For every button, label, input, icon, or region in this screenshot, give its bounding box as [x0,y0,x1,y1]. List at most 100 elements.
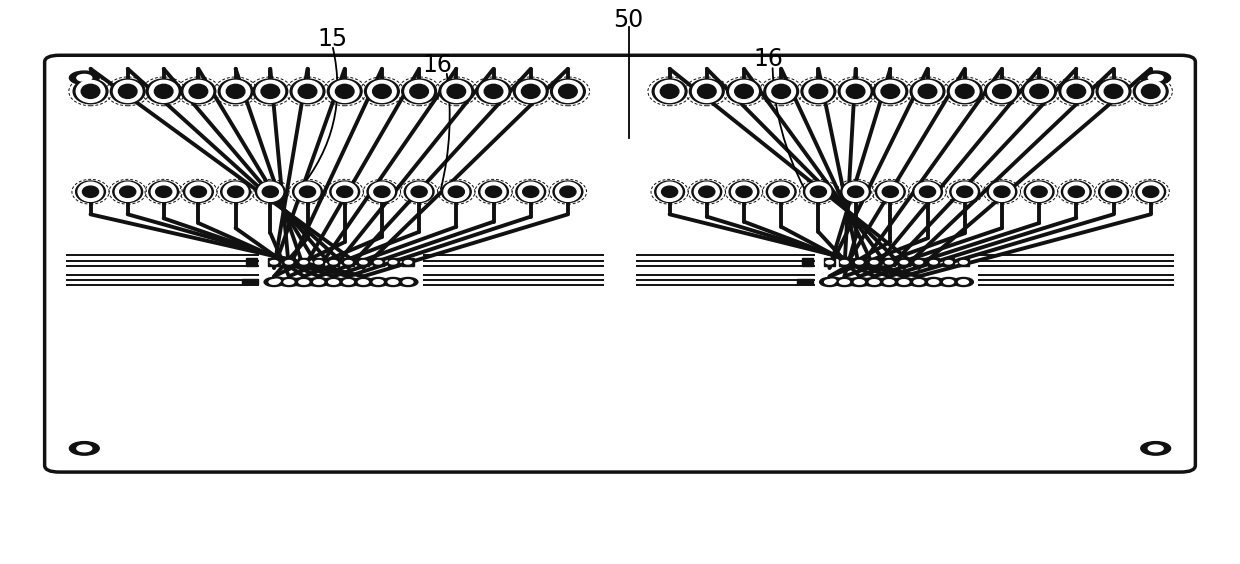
Ellipse shape [732,182,756,201]
Ellipse shape [110,79,145,104]
Ellipse shape [184,181,213,202]
Ellipse shape [150,81,179,103]
Ellipse shape [218,79,253,104]
Circle shape [914,280,924,284]
Circle shape [945,261,952,264]
Ellipse shape [993,84,1012,98]
Circle shape [368,277,388,287]
Ellipse shape [652,79,687,104]
Ellipse shape [446,84,466,98]
Bar [797,279,813,284]
Ellipse shape [370,182,394,201]
FancyBboxPatch shape [45,55,1195,472]
Ellipse shape [551,79,585,104]
Ellipse shape [661,84,680,98]
Bar [899,258,910,266]
Ellipse shape [1136,181,1166,202]
Ellipse shape [295,182,320,201]
Ellipse shape [367,181,397,202]
Ellipse shape [875,81,904,103]
Circle shape [269,280,279,284]
Circle shape [324,277,343,287]
Ellipse shape [915,182,940,201]
Ellipse shape [73,79,108,104]
Circle shape [884,280,894,284]
Circle shape [825,280,835,284]
Ellipse shape [518,182,543,201]
Ellipse shape [838,79,873,104]
Circle shape [329,280,339,284]
Bar [825,258,836,266]
Ellipse shape [185,81,213,103]
Ellipse shape [880,84,899,98]
Ellipse shape [260,84,280,98]
Ellipse shape [330,81,360,103]
Bar [289,278,314,285]
Ellipse shape [407,182,432,201]
Circle shape [273,279,280,283]
Ellipse shape [226,84,246,98]
Ellipse shape [1136,81,1166,103]
Circle shape [69,442,99,455]
Ellipse shape [188,84,208,98]
Ellipse shape [441,81,471,103]
Circle shape [299,280,309,284]
Ellipse shape [1138,182,1163,201]
Ellipse shape [293,181,322,202]
Ellipse shape [402,79,436,104]
Circle shape [270,261,278,264]
Ellipse shape [115,182,140,201]
Ellipse shape [119,84,138,98]
Bar [884,258,895,266]
Ellipse shape [330,181,360,202]
Ellipse shape [559,84,578,98]
Ellipse shape [689,79,724,104]
Ellipse shape [804,181,833,202]
Ellipse shape [1142,84,1161,98]
Ellipse shape [985,79,1019,104]
Ellipse shape [1099,81,1128,103]
Ellipse shape [727,79,761,104]
Circle shape [869,280,879,284]
Ellipse shape [476,79,511,104]
Circle shape [954,277,973,287]
Circle shape [315,261,322,264]
Circle shape [1141,442,1171,455]
Circle shape [885,261,893,264]
Circle shape [960,261,967,264]
Ellipse shape [1105,84,1123,98]
Ellipse shape [517,81,546,103]
Circle shape [343,280,353,284]
Ellipse shape [76,181,105,202]
Circle shape [314,280,324,284]
Text: 50: 50 [614,8,644,32]
Circle shape [69,71,99,85]
Ellipse shape [841,181,870,202]
Circle shape [398,277,418,287]
Ellipse shape [479,181,508,202]
Bar [928,258,940,266]
Ellipse shape [523,186,538,197]
Bar [342,258,355,266]
Ellipse shape [766,181,796,202]
Bar [358,258,370,266]
Ellipse shape [228,186,243,197]
Circle shape [279,277,299,287]
Text: 15: 15 [317,28,347,51]
Circle shape [899,280,909,284]
Ellipse shape [368,81,397,103]
Ellipse shape [1143,186,1158,197]
Bar [242,279,258,284]
Ellipse shape [957,186,972,197]
Circle shape [389,261,397,264]
Circle shape [826,261,833,264]
Ellipse shape [801,79,836,104]
Bar [388,258,399,266]
Ellipse shape [263,186,278,197]
Circle shape [77,74,92,81]
Ellipse shape [151,182,176,201]
Circle shape [900,261,908,264]
Ellipse shape [255,81,284,103]
Ellipse shape [947,79,982,104]
Ellipse shape [146,79,181,104]
